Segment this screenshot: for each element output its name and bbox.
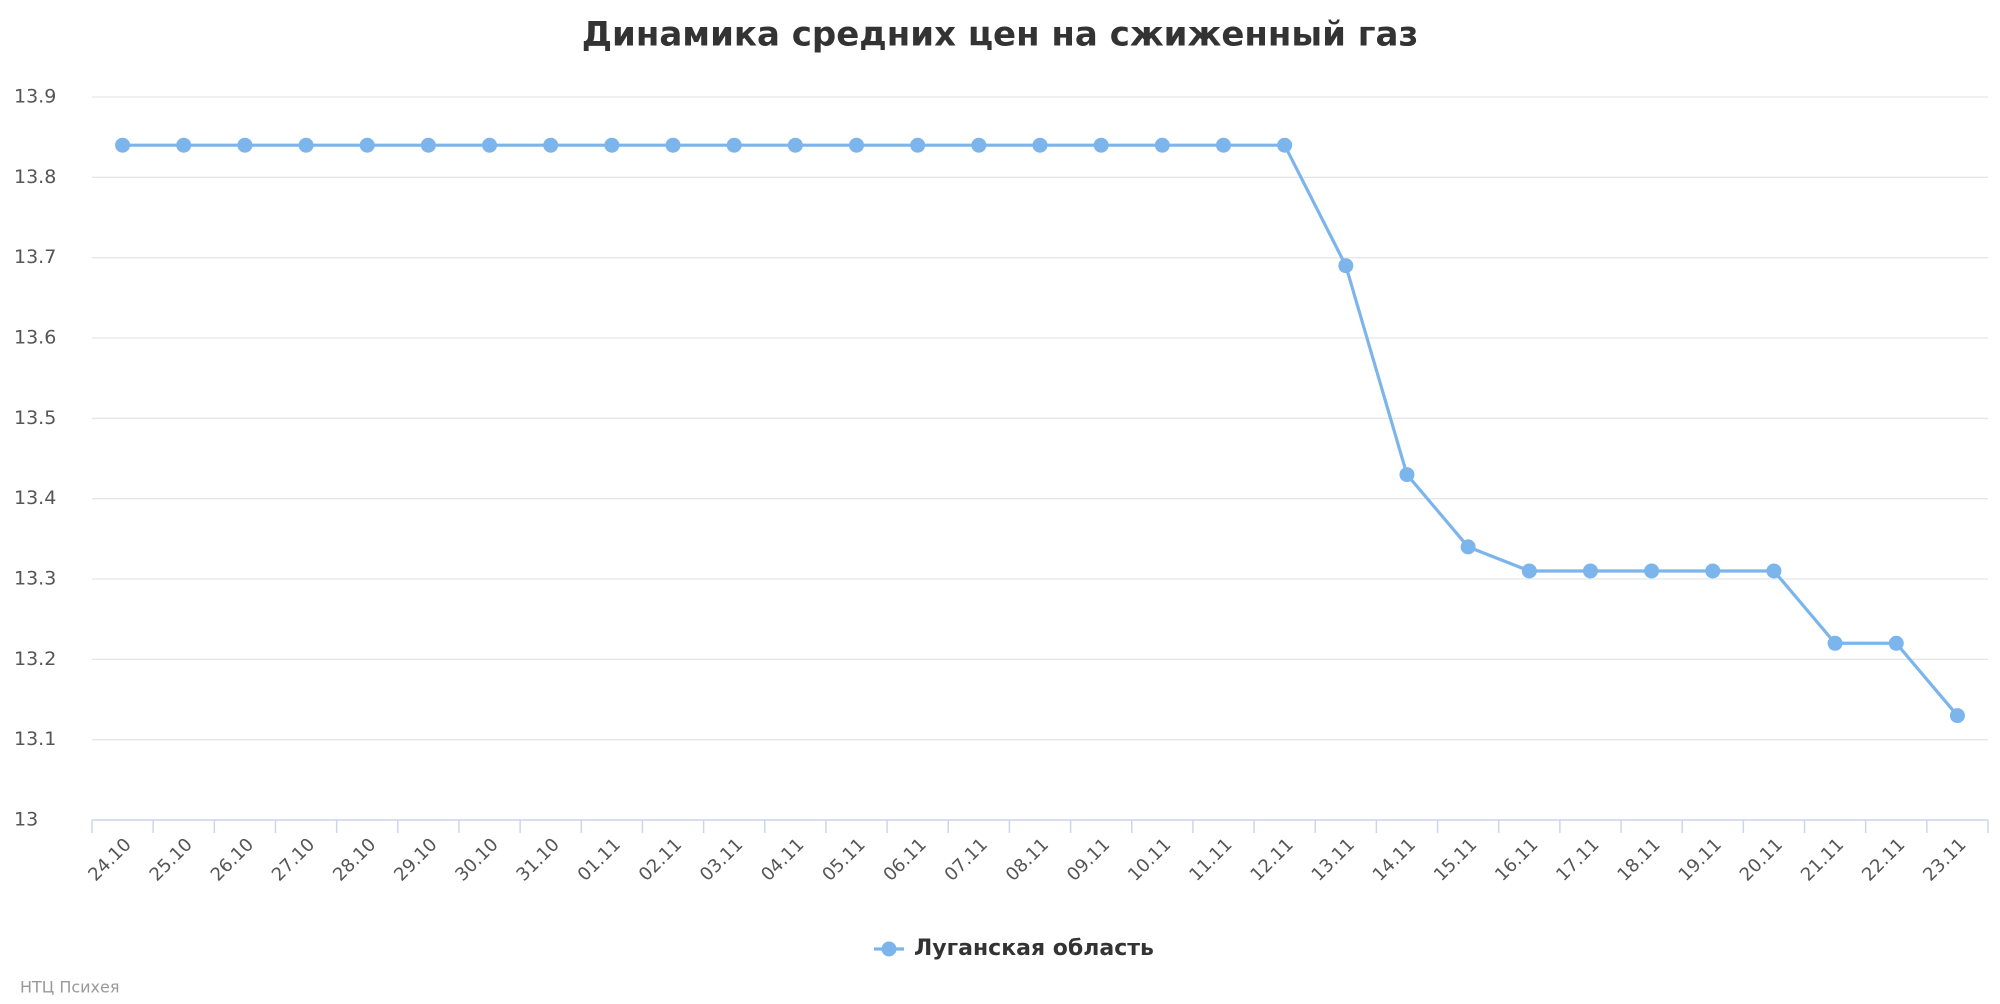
y-tick-label: 13 [14,809,38,831]
y-tick-label: 13.1 [14,728,56,750]
x-tick-label: 02.11 [635,834,686,885]
point [298,137,314,153]
point [910,137,926,153]
point [665,137,681,153]
point [971,137,987,153]
point [543,137,559,153]
point [1705,563,1721,579]
point [1399,467,1415,483]
point [1338,258,1354,274]
x-tick-label: 18.11 [1613,834,1664,885]
x-tick-label: 15.11 [1430,834,1481,885]
y-tick-label: 13.7 [14,246,56,268]
point [359,137,375,153]
point [1215,137,1231,153]
x-tick-label: 21.11 [1797,834,1848,885]
x-tick-label: 20.11 [1736,834,1787,885]
point [1154,137,1170,153]
x-tick-label: 10.11 [1124,834,1175,885]
point [1949,708,1965,724]
x-tick-label: 29.10 [390,834,441,885]
point [1032,137,1048,153]
point [115,137,131,153]
y-tick-label: 13.8 [14,166,56,188]
y-tick-label: 13.6 [14,327,56,349]
x-tick-label: 12.11 [1246,834,1297,885]
legend-label: Луганская область [914,936,1154,961]
x-tick-label: 04.11 [757,834,808,885]
point [1460,539,1476,555]
y-tick-label: 13.9 [14,86,56,108]
y-tick-label: 13.4 [14,487,56,509]
x-tick-label: 23.11 [1919,834,1970,885]
legend: Луганская область [874,936,1154,961]
point [1582,563,1598,579]
x-tick-label: 24.10 [84,834,135,885]
point [787,137,803,153]
point [1888,635,1904,651]
point [1521,563,1537,579]
point [1766,563,1782,579]
y-tick-label: 13.3 [14,568,56,590]
x-tick-label: 27.10 [268,834,319,885]
x-tick-label: 30.10 [451,834,502,885]
x-tick-label: 11.11 [1185,834,1236,885]
credits: НТЦ Психея [20,978,119,997]
x-tick-label: 22.11 [1858,834,1909,885]
y-tick-label: 13.5 [14,407,56,429]
point [176,137,192,153]
x-tick-label: 03.11 [696,834,747,885]
legend-symbol [881,941,897,957]
point [1644,563,1660,579]
x-tick-label: 26.10 [207,834,258,885]
x-tick-label: 17.11 [1552,834,1603,885]
point [482,137,498,153]
point [726,137,742,153]
point [237,137,253,153]
point [420,137,436,153]
x-tick-label: 09.11 [1063,834,1114,885]
point [604,137,620,153]
x-tick-label: 16.11 [1491,834,1542,885]
y-tick-label: 13.2 [14,648,56,670]
x-tick-label: 05.11 [818,834,869,885]
point [1093,137,1109,153]
x-tick-label: 08.11 [1002,834,1053,885]
x-tick-label: 28.10 [329,834,380,885]
x-tick-label: 25.10 [146,834,197,885]
point [849,137,865,153]
x-tick-label: 01.11 [574,834,625,885]
x-tick-label: 14.11 [1369,834,1420,885]
x-tick-label: 06.11 [879,834,930,885]
x-tick-label: 19.11 [1675,834,1726,885]
point [1277,137,1293,153]
chart-title: Динамика средних цен на сжиженный газ [582,15,1419,55]
x-tick-label: 13.11 [1308,834,1359,885]
x-tick-label: 31.10 [512,834,563,885]
x-tick-label: 07.11 [941,834,992,885]
point [1827,635,1843,651]
series-line [122,143,1959,717]
